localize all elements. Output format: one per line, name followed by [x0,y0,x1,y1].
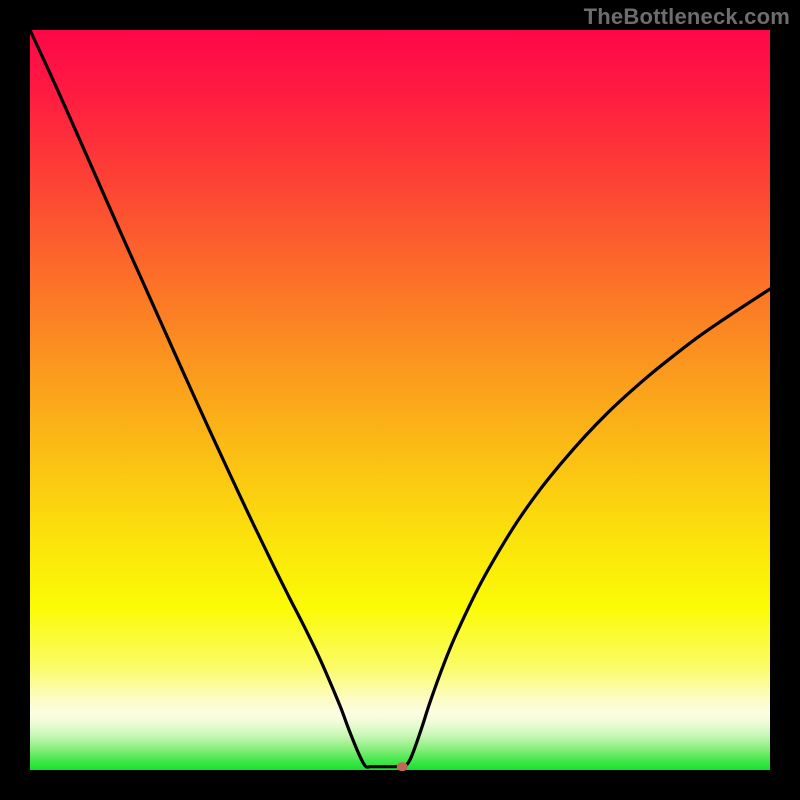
plot-area [30,30,770,770]
chart-stage: TheBottleneck.com [0,0,800,800]
minimum-marker [397,762,408,771]
watermark-text: TheBottleneck.com [584,4,790,30]
chart-svg [0,0,800,800]
